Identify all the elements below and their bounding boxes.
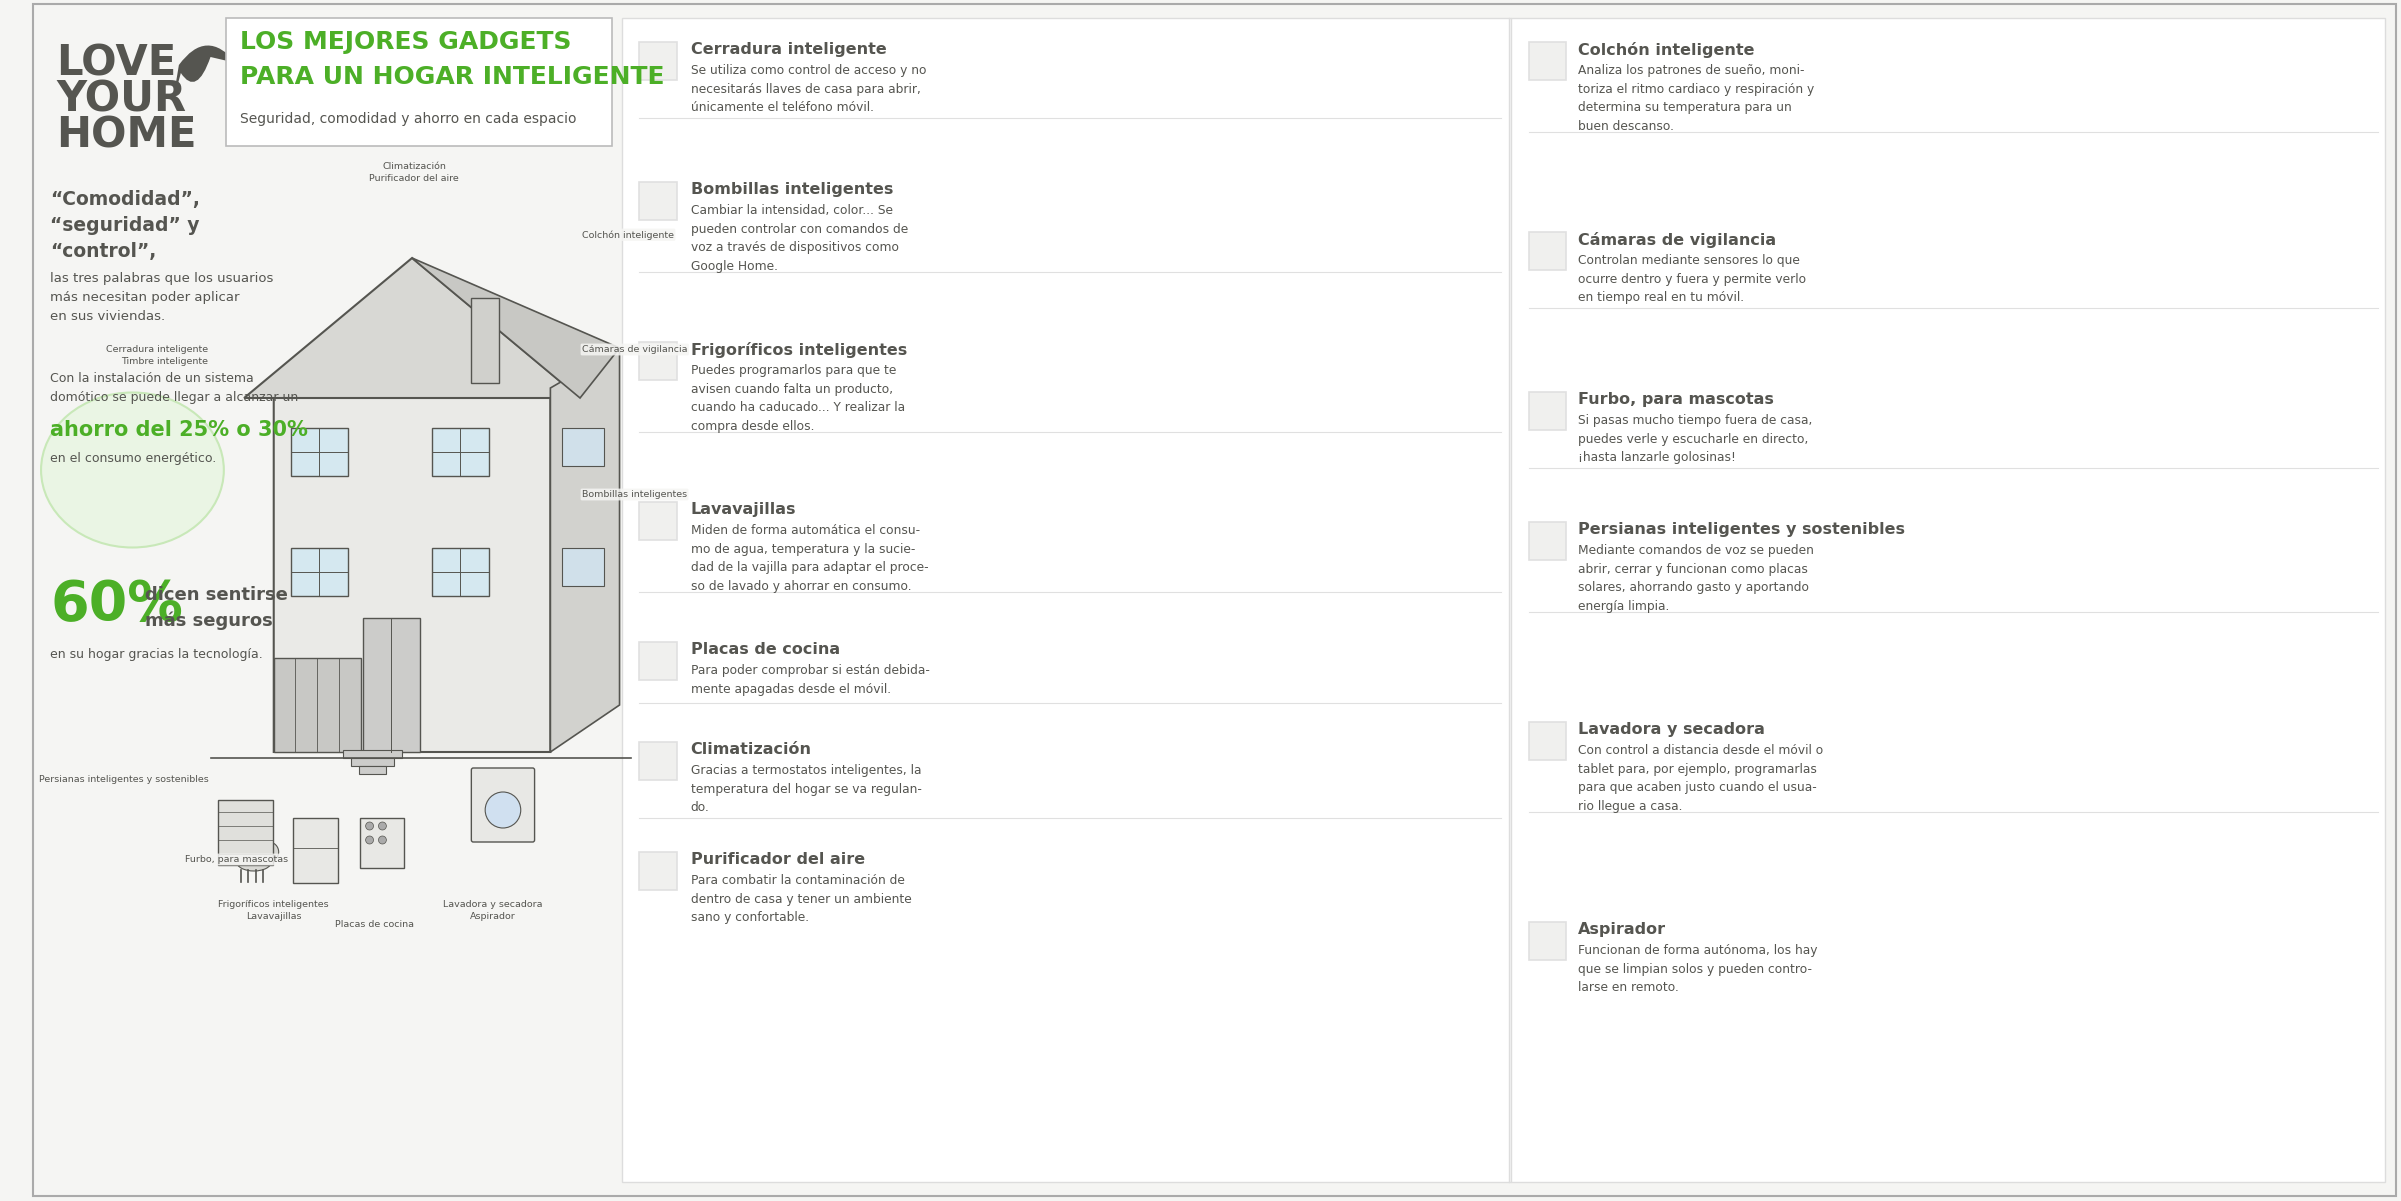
Text: Controlan mediante sensores lo que
ocurre dentro y fuera y permite verlo
en tiem: Controlan mediante sensores lo que ocurr… — [1577, 253, 1806, 304]
Polygon shape — [550, 348, 619, 752]
FancyBboxPatch shape — [218, 800, 274, 865]
FancyBboxPatch shape — [639, 852, 677, 890]
Text: 60%: 60% — [50, 578, 182, 632]
FancyBboxPatch shape — [343, 749, 403, 758]
Text: Aspirador: Aspirador — [1577, 922, 1666, 937]
Text: HOME: HOME — [55, 114, 197, 156]
Text: Si pasas mucho tiempo fuera de casa,
puedes verle y escucharle en directo,
¡hast: Si pasas mucho tiempo fuera de casa, pue… — [1577, 414, 1813, 464]
Text: Cerradura inteligente
Timbre inteligente: Cerradura inteligente Timbre inteligente — [106, 345, 209, 366]
FancyBboxPatch shape — [639, 342, 677, 380]
Text: Para combatir la contaminación de
dentro de casa y tener un ambiente
sano y conf: Para combatir la contaminación de dentro… — [691, 874, 912, 924]
FancyBboxPatch shape — [291, 548, 348, 596]
Text: Frigoríficos inteligentes: Frigoríficos inteligentes — [691, 342, 908, 358]
Text: Furbo, para mascotas: Furbo, para mascotas — [1577, 392, 1774, 407]
Text: Purificador del aire: Purificador del aire — [691, 852, 864, 867]
FancyBboxPatch shape — [363, 619, 420, 752]
FancyBboxPatch shape — [351, 758, 394, 766]
FancyBboxPatch shape — [432, 428, 490, 476]
Text: Colchón inteligente: Colchón inteligente — [1577, 42, 1755, 58]
FancyBboxPatch shape — [1510, 18, 2384, 1182]
Text: Cámaras de vigilancia: Cámaras de vigilancia — [581, 345, 687, 354]
Text: Analiza los patrones de sueño, moni-
toriza el ritmo cardiaco y respiración y
de: Analiza los patrones de sueño, moni- tor… — [1577, 64, 1815, 132]
FancyBboxPatch shape — [1529, 232, 1565, 270]
Circle shape — [379, 836, 387, 844]
Ellipse shape — [238, 853, 271, 871]
Text: Lavadora y secadora
Aspirador: Lavadora y secadora Aspirador — [444, 900, 543, 921]
Text: Lavavajillas: Lavavajillas — [691, 502, 797, 516]
Circle shape — [365, 821, 375, 830]
Text: en el consumo energético.: en el consumo energético. — [50, 452, 216, 465]
Text: Frigoríficos inteligentes
Lavavajillas: Frigoríficos inteligentes Lavavajillas — [218, 900, 329, 921]
Text: Placas de cocina: Placas de cocina — [691, 643, 840, 657]
FancyBboxPatch shape — [471, 767, 535, 842]
FancyBboxPatch shape — [639, 502, 677, 540]
Text: Funcionan de forma autónoma, los hay
que se limpian solos y pueden contro-
larse: Funcionan de forma autónoma, los hay que… — [1577, 944, 1818, 994]
FancyBboxPatch shape — [358, 766, 387, 773]
PathPatch shape — [175, 46, 235, 92]
FancyBboxPatch shape — [639, 742, 677, 779]
Text: Cámaras de vigilancia: Cámaras de vigilancia — [1577, 232, 1777, 247]
Ellipse shape — [41, 393, 223, 548]
Text: Mediante comandos de voz se pueden
abrir, cerrar y funcionan como placas
solares: Mediante comandos de voz se pueden abrir… — [1577, 544, 1813, 613]
FancyBboxPatch shape — [360, 818, 403, 868]
FancyBboxPatch shape — [291, 428, 348, 476]
Text: PARA UN HOGAR INTELIGENTE: PARA UN HOGAR INTELIGENTE — [240, 65, 665, 89]
Text: LOS MEJORES GADGETS: LOS MEJORES GADGETS — [240, 30, 571, 54]
Text: “control”,: “control”, — [50, 241, 156, 261]
FancyBboxPatch shape — [432, 548, 490, 596]
FancyBboxPatch shape — [293, 818, 339, 883]
Text: LOVE: LOVE — [55, 42, 178, 84]
Text: Bombillas inteligentes: Bombillas inteligentes — [691, 183, 893, 197]
FancyBboxPatch shape — [639, 42, 677, 80]
Circle shape — [365, 836, 375, 844]
Text: Bombillas inteligentes: Bombillas inteligentes — [581, 490, 687, 498]
Text: las tres palabras que los usuarios
más necesitan poder aplicar
en sus viviendas.: las tres palabras que los usuarios más n… — [50, 271, 274, 323]
Text: Furbo, para mascotas: Furbo, para mascotas — [185, 855, 288, 864]
FancyBboxPatch shape — [639, 183, 677, 220]
FancyBboxPatch shape — [1529, 392, 1565, 430]
FancyBboxPatch shape — [1529, 522, 1565, 560]
FancyBboxPatch shape — [274, 658, 360, 752]
FancyBboxPatch shape — [1529, 42, 1565, 80]
Text: Persianas inteligentes y sostenibles: Persianas inteligentes y sostenibles — [1577, 522, 1904, 537]
Circle shape — [485, 791, 521, 827]
Text: Climatización: Climatización — [691, 742, 812, 757]
Text: Gracias a termostatos inteligentes, la
temperatura del hogar se va regulan-
do.: Gracias a termostatos inteligentes, la t… — [691, 764, 922, 814]
Text: Con la instalación de un sistema
domótico se puede llegar a alcanzar un: Con la instalación de un sistema domótic… — [50, 372, 298, 404]
Text: “seguridad” y: “seguridad” y — [50, 216, 199, 235]
Circle shape — [259, 842, 279, 862]
Text: Seguridad, comodidad y ahorro en cada espacio: Seguridad, comodidad y ahorro en cada es… — [240, 112, 576, 126]
Circle shape — [379, 821, 387, 830]
Text: Lavadora y secadora: Lavadora y secadora — [1577, 722, 1765, 737]
Text: ahorro del 25% o 30%: ahorro del 25% o 30% — [50, 420, 307, 440]
FancyBboxPatch shape — [562, 428, 603, 466]
FancyBboxPatch shape — [1529, 722, 1565, 760]
Text: YOUR: YOUR — [55, 78, 187, 120]
Text: Puedes programarlos para que te
avisen cuando falta un producto,
cuando ha caduc: Puedes programarlos para que te avisen c… — [691, 364, 905, 432]
Polygon shape — [413, 258, 619, 398]
Polygon shape — [274, 282, 550, 752]
Text: “Comodidad”,: “Comodidad”, — [50, 190, 199, 209]
FancyBboxPatch shape — [226, 18, 612, 147]
Text: Climatización
Purificador del aire: Climatización Purificador del aire — [370, 162, 459, 183]
FancyBboxPatch shape — [622, 18, 1510, 1182]
Text: Se utiliza como control de acceso y no
necesitarás llaves de casa para abrir,
ún: Se utiliza como control de acceso y no n… — [691, 64, 927, 114]
Text: Cambiar la intensidad, color... Se
pueden controlar con comandos de
voz a través: Cambiar la intensidad, color... Se puede… — [691, 204, 908, 273]
Text: Placas de cocina: Placas de cocina — [336, 920, 413, 930]
Text: Con control a distancia desde el móvil o
tablet para, por ejemplo, programarlas
: Con control a distancia desde el móvil o… — [1577, 743, 1822, 813]
Text: en su hogar gracias la tecnología.: en su hogar gracias la tecnología. — [50, 649, 264, 661]
FancyBboxPatch shape — [562, 548, 603, 586]
Text: Persianas inteligentes y sostenibles: Persianas inteligentes y sostenibles — [38, 775, 209, 784]
Text: Colchón inteligente: Colchón inteligente — [581, 231, 675, 239]
FancyBboxPatch shape — [639, 643, 677, 680]
Text: Cerradura inteligente: Cerradura inteligente — [691, 42, 886, 56]
Text: Miden de forma automática el consu-
mo de agua, temperatura y la sucie-
dad de l: Miden de forma automática el consu- mo d… — [691, 524, 929, 592]
FancyBboxPatch shape — [1529, 922, 1565, 960]
Text: dicen sentirse
más seguros: dicen sentirse más seguros — [146, 586, 288, 629]
Text: Para poder comprobar si están debida-
mente apagadas desde el móvil.: Para poder comprobar si están debida- me… — [691, 664, 929, 695]
FancyBboxPatch shape — [471, 298, 499, 383]
Polygon shape — [245, 258, 581, 398]
